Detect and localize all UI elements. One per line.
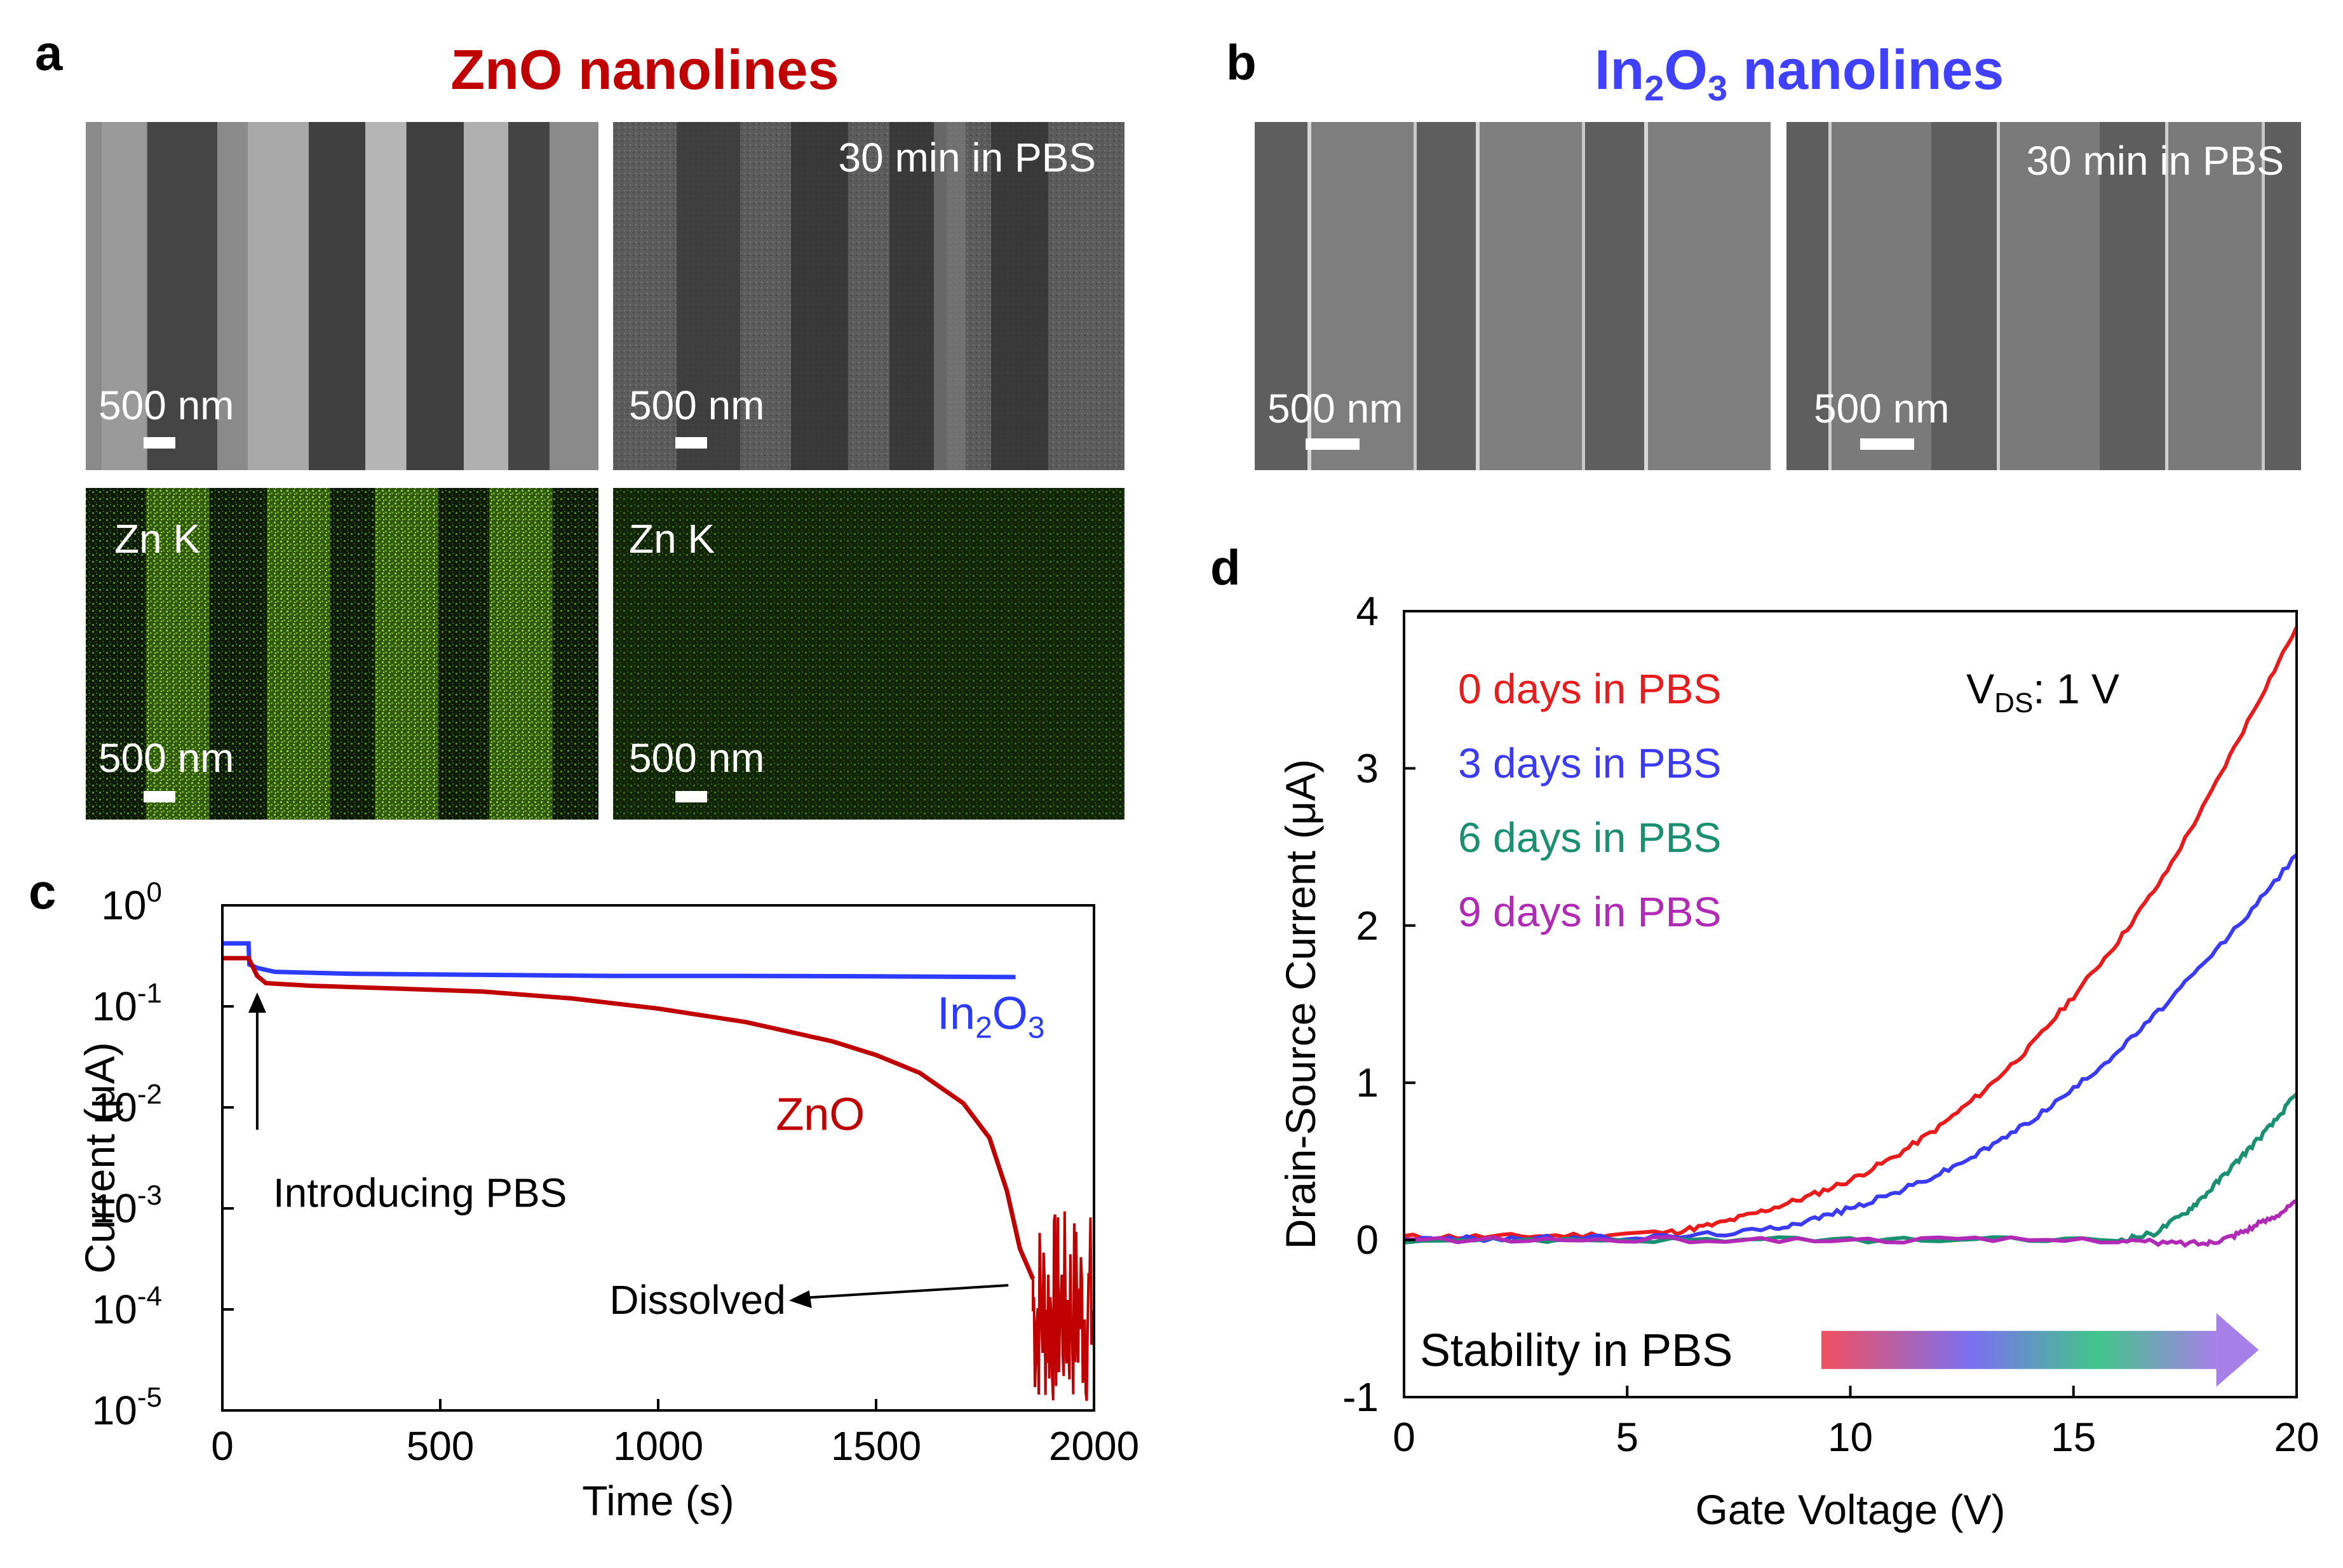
- panel-label-c: c: [29, 863, 56, 919]
- scale-bar-text-a2: 500 nm: [629, 382, 764, 428]
- chart-drain-source-current: Stability in PBS 0 5 10 15 20 -1 0 1 2 3 4 Gate V…: [1277, 588, 2319, 1533]
- y-tick-label: 10-2: [92, 1079, 162, 1130]
- legend-entry-3-days: 3 days in PBS: [1458, 740, 1722, 787]
- y-ticks-c: 100 10-1 10-2 10-3 10-4 10-5: [92, 877, 234, 1433]
- y-tick-label: 0: [1356, 1217, 1379, 1263]
- scale-bar-a4: [675, 791, 707, 802]
- stability-label: Stability in PBS: [1420, 1325, 1732, 1376]
- annotation-arrowhead-introducing: [248, 992, 266, 1013]
- x-tick-label: 0: [211, 1423, 234, 1469]
- x-ticks-c: 0 500 1000 1500 2000: [211, 1399, 1139, 1469]
- scale-bar-text-a4: 500 nm: [629, 735, 764, 781]
- y-axis-label-d: Drain-Source Current (μA): [1277, 759, 1324, 1250]
- x-tick-label: 20: [2274, 1414, 2319, 1460]
- y-tick-label: 10-1: [92, 978, 162, 1029]
- legend-entry-6-days: 6 days in PBS: [1458, 814, 1722, 861]
- sem-image-in2o3-after: [1786, 122, 2301, 470]
- zno-dissolved-noise: [1032, 1211, 1095, 1402]
- scale-bar-a3: [144, 791, 175, 802]
- scale-bar-b1: [1306, 438, 1360, 450]
- caption-a4: Zn K: [629, 516, 715, 562]
- stability-gradient-bar: [1821, 1330, 2217, 1369]
- x-tick-label: 1500: [831, 1423, 921, 1469]
- sem-image-in2o3-before: [1255, 122, 1771, 470]
- x-tick-label: 15: [2051, 1414, 2096, 1460]
- y-tick-label: 10-5: [92, 1382, 162, 1433]
- y-tick-label: 10-3: [92, 1180, 162, 1231]
- x-axis-label-c: Time (s): [582, 1477, 734, 1524]
- noise-trace: [1032, 1211, 1095, 1402]
- panel-label-a: a: [35, 25, 63, 81]
- x-tick-label: 500: [407, 1423, 475, 1469]
- plot-frame-d: [1403, 610, 2298, 1398]
- legend-entry-0-days: 0 days in PBS: [1458, 665, 1722, 712]
- y-tick-label: -1: [1342, 1374, 1379, 1420]
- scale-bar-a2: [675, 437, 707, 449]
- legend-entry-9-days: 9 days in PBS: [1458, 888, 1722, 935]
- y-tick-label: 4: [1356, 588, 1379, 634]
- x-tick-label: 5: [1616, 1414, 1638, 1460]
- x-axis-label-d: Gate Voltage (V): [1696, 1486, 2006, 1533]
- y-tick-label: 1: [1356, 1060, 1379, 1105]
- y-tick-label: 10-4: [92, 1281, 162, 1332]
- series-label-in2o3: In2O3: [937, 988, 1044, 1044]
- x-tick-label: 10: [1828, 1414, 1873, 1460]
- panel-label-b: b: [1226, 34, 1257, 90]
- y-tick-label: 2: [1356, 903, 1379, 949]
- vds-note: VDS: 1 V: [1966, 665, 2119, 719]
- annotation-arrow-dissolved: [802, 1284, 1009, 1299]
- annotation-arrowhead-dissolved: [788, 1290, 812, 1309]
- series-line-0-days: [1403, 626, 2299, 1241]
- sem-image-zno-before: [86, 122, 598, 470]
- y-ticks-d: -1 0 1 2 3 4: [1342, 588, 1415, 1420]
- series-line-9-days: [1403, 1199, 2297, 1248]
- series-line-zno: [222, 956, 1036, 1280]
- caption-a3: Zn K: [114, 516, 200, 562]
- x-tick-label: 2000: [1049, 1423, 1139, 1469]
- series-label-zno: ZnO: [776, 1089, 865, 1140]
- panel-label-d: d: [1210, 539, 1241, 595]
- scale-bar-b2: [1860, 438, 1914, 450]
- eds-map-zno-before: [86, 488, 598, 820]
- scale-bar-text-b2: 500 nm: [1814, 386, 1949, 431]
- panel-a-title: ZnO nanolines: [450, 38, 839, 101]
- y-tick-label: 100: [101, 877, 162, 928]
- y-axis-label-c: Current (μA): [76, 1042, 123, 1273]
- eds-map-zno-after: [613, 488, 1124, 820]
- sem-image-zno-after: [613, 122, 1124, 470]
- scale-bar-text-a1: 500 nm: [98, 382, 234, 428]
- chart-current-vs-time: 0 500 1000 1500 2000 100 10-1 10-2 10-3 10-4 10-5…: [76, 877, 1139, 1524]
- scale-bar-a1: [144, 437, 175, 449]
- x-ticks-d: 0 5 10 15 20: [1393, 1386, 2319, 1460]
- stability-gradient-arrowhead: [2216, 1313, 2259, 1387]
- series-line-6-days: [1403, 1092, 2299, 1245]
- scale-bar-text-a3: 500 nm: [98, 735, 234, 781]
- series-line-in2o3: [222, 941, 1016, 980]
- scale-bar-text-b1: 500 nm: [1267, 386, 1403, 431]
- caption-a2: 30 min in PBS: [838, 135, 1096, 180]
- x-tick-label: 0: [1393, 1414, 1415, 1460]
- plot-frame-c: [221, 904, 1095, 1412]
- panel-b-title: In2O3 nanolines: [1595, 38, 2004, 108]
- annotation-introducing-pbs: Introducing PBS: [273, 1170, 567, 1215]
- caption-b2: 30 min in PBS: [2026, 138, 2284, 184]
- x-tick-label: 1000: [613, 1423, 703, 1469]
- y-tick-label: 3: [1356, 745, 1379, 791]
- annotation-dissolved: Dissolved: [609, 1277, 785, 1323]
